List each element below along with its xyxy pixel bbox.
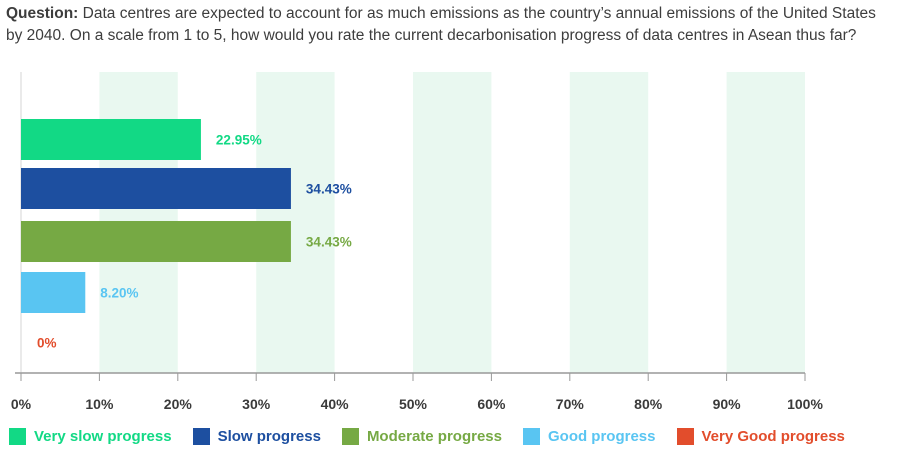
x-tick-label: 0%: [11, 396, 32, 412]
data-label: 22.95%: [216, 133, 262, 148]
legend-swatch: [341, 428, 359, 445]
x-tick-label: 10%: [85, 396, 114, 412]
bar: [21, 168, 291, 209]
question-label: Question:: [6, 5, 79, 22]
legend-label: Very Good progress: [701, 428, 845, 445]
x-tick-label: 100%: [787, 396, 823, 412]
legend-item: Moderate progress: [341, 428, 502, 445]
legend-swatch: [9, 428, 26, 445]
x-tick-label: 20%: [164, 396, 193, 412]
legend-label: Good progress: [547, 428, 656, 445]
legend-item: Very Good progress: [676, 428, 845, 445]
question-text: Question: Data centres are expected to a…: [6, 3, 896, 47]
x-tick-label: 90%: [713, 396, 742, 412]
question-body: Data centres are expected to account for…: [6, 5, 876, 44]
legend-item: Slow progress: [192, 428, 321, 445]
chart-legend: Very slow progress Slow progress Moderate …: [9, 428, 866, 445]
data-label: 8.20%: [100, 286, 138, 301]
data-label: 0%: [37, 336, 57, 351]
data-label: 34.43%: [306, 235, 352, 250]
x-tick-label: 40%: [321, 396, 350, 412]
grid-band: [726, 72, 805, 373]
x-tick-label: 50%: [399, 396, 428, 412]
legend-label: Moderate progress: [366, 428, 502, 445]
x-tick-label: 60%: [477, 396, 506, 412]
bar: [21, 221, 291, 262]
x-tick-label: 30%: [242, 396, 271, 412]
data-label: 34.43%: [306, 182, 352, 197]
bar: [21, 119, 201, 160]
bar: [21, 272, 86, 313]
grid-band: [413, 72, 492, 373]
legend-label: Very slow progress: [34, 428, 172, 445]
legend-item: Good progress: [522, 428, 656, 445]
legend-label: Slow progress: [217, 428, 321, 445]
legend-swatch: [676, 428, 694, 445]
grid-band: [569, 72, 649, 373]
legend-item: Very slow progress: [9, 428, 172, 445]
x-tick-label: 80%: [634, 396, 663, 412]
legend-swatch: [192, 428, 210, 445]
x-tick-label: 70%: [556, 396, 585, 412]
legend-swatch: [522, 428, 540, 445]
